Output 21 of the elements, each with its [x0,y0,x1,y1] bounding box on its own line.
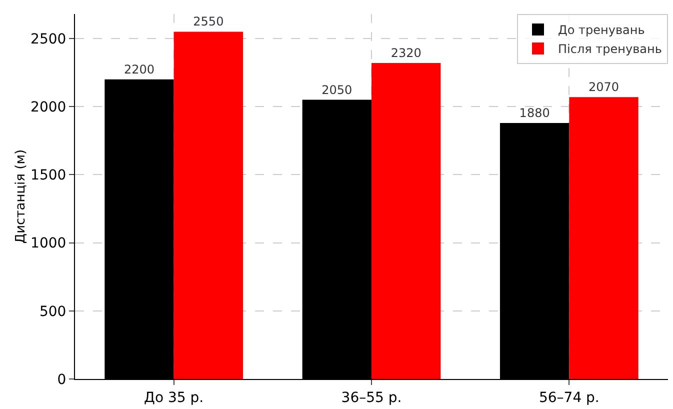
legend-label: До тренувань [558,23,645,38]
y-tick-label: 500 [39,304,66,320]
data-label: 2320 [390,46,422,60]
y-axis-title: Дистанція (м) [14,149,29,244]
data-label: 2050 [322,82,352,97]
x-tick-label: До 35 р. [144,390,204,406]
y-tick-label: 2000 [30,100,66,116]
y-tick-label: 2500 [30,31,66,48]
bar [569,97,638,379]
x-tick-label: 56–74 р. [538,390,600,406]
data-label: 2200 [124,62,155,76]
data-label: 1880 [519,106,550,120]
bar [372,63,441,379]
y-tick-label: 0 [57,372,66,388]
bar [174,32,244,379]
legend-label: Після тренувань [558,42,662,56]
y-tick-label: 1000 [30,236,66,252]
data-label: 2550 [193,14,224,29]
y-tick-label: 1500 [30,168,66,184]
x-tick-label: 36–55 р. [341,390,402,406]
data-label: 2070 [588,80,620,94]
